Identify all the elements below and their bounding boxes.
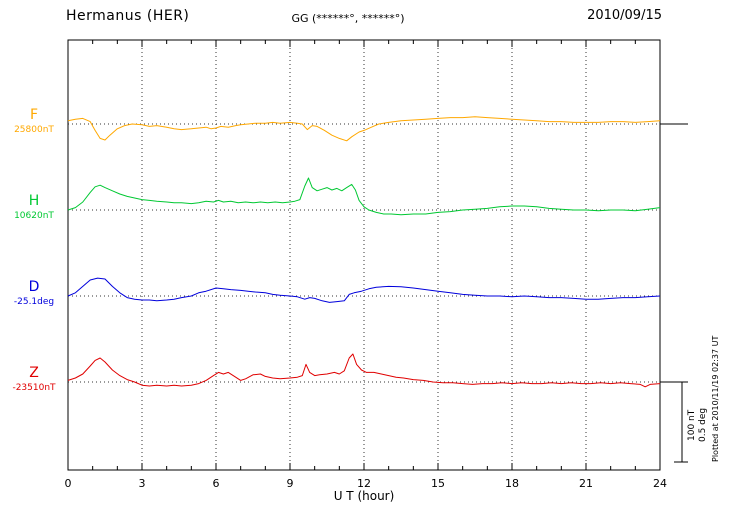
- scale-bar-label-nt: 100 nT: [687, 409, 697, 441]
- svg-text:3: 3: [139, 477, 146, 490]
- svg-text:21: 21: [579, 477, 593, 490]
- scale-bar-labels: 100 nT 0.5 deg: [687, 384, 708, 466]
- channel-baseline-f: 25800nT: [14, 125, 54, 135]
- channel-baseline-h: 10620nT: [14, 211, 54, 221]
- channel-baseline-d: -25.1deg: [13, 297, 55, 307]
- svg-text:9: 9: [287, 477, 294, 490]
- svg-text:15: 15: [431, 477, 445, 490]
- x-axis-label: U T (hour): [333, 489, 395, 503]
- svg-text:6: 6: [213, 477, 220, 490]
- coordinates-label: GG (******°, ******°): [291, 12, 405, 25]
- channel-label-z: Z: [29, 365, 39, 381]
- station-title: Hermanus (HER): [66, 8, 190, 24]
- channel-label-f: F: [29, 107, 39, 123]
- svg-text:24: 24: [653, 477, 667, 490]
- plotted-at-label: Plotted at 2010/11/19 02:37 UT: [711, 335, 720, 463]
- scale-bar-label-deg: 0.5 deg: [698, 407, 708, 443]
- channel-label-h: H: [28, 193, 40, 209]
- channel-baseline-z: -23510nT: [12, 383, 56, 393]
- svg-text:0: 0: [65, 477, 72, 490]
- date-label: 2010/09/15: [587, 8, 662, 23]
- svg-text:12: 12: [357, 477, 371, 490]
- channel-label-d: D: [28, 279, 40, 295]
- svg-text:18: 18: [505, 477, 519, 490]
